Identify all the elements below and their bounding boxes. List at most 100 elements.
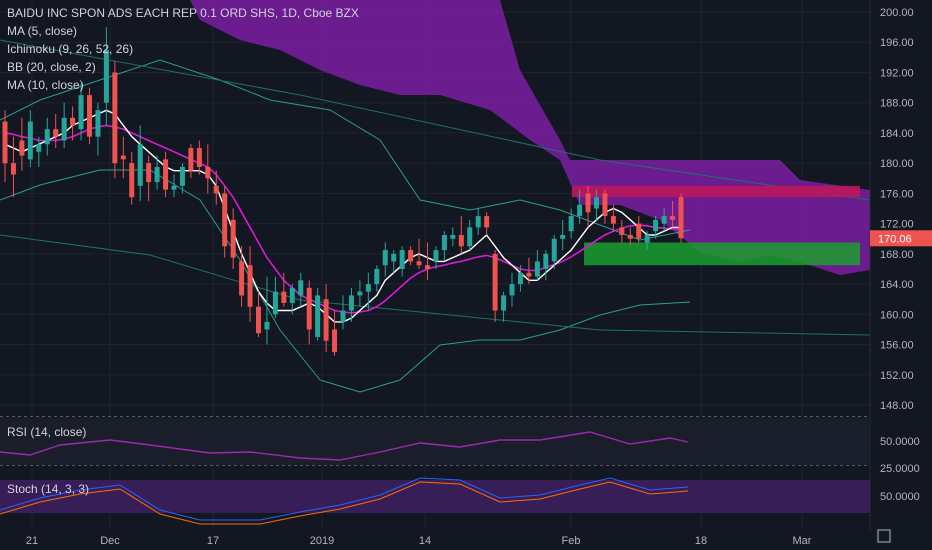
- candle-body: [568, 216, 574, 232]
- price-tick: 164.00: [880, 279, 914, 291]
- rsi-bg: [0, 417, 870, 465]
- candle-body: [163, 159, 169, 190]
- candle-body: [306, 287, 312, 330]
- candle-body: [78, 95, 84, 130]
- candle-body: [213, 185, 219, 194]
- candle-body: [2, 121, 8, 164]
- candle-body: [10, 163, 16, 175]
- rsi-tick: 25.0000: [880, 463, 920, 475]
- candle-body: [433, 250, 439, 262]
- candle-body: [44, 129, 50, 145]
- candle-body: [289, 287, 295, 303]
- rsi-tick: 50.0000: [880, 436, 920, 448]
- time-tick: 17: [207, 535, 219, 547]
- candle-body: [315, 295, 321, 337]
- support-zone: [584, 242, 860, 266]
- candle-body: [425, 265, 430, 269]
- candle-body: [653, 219, 659, 232]
- candle-body: [171, 185, 177, 190]
- price-tick: 156.00: [880, 340, 914, 352]
- candle-body: [517, 272, 523, 285]
- price-tick: 196.00: [880, 37, 914, 49]
- candle-body: [95, 110, 101, 137]
- candle-body: [103, 49, 109, 103]
- candle-body: [543, 253, 549, 269]
- candle-body: [408, 250, 414, 262]
- candle-body: [70, 117, 76, 126]
- rsi-label: RSI (14, close): [7, 425, 87, 439]
- indicator-ma5-label: MA (5, close): [7, 24, 78, 38]
- candle-body: [230, 219, 236, 258]
- candle-body: [501, 295, 507, 311]
- rsi-pane: 50.0000 25.0000: [0, 416, 920, 475]
- candle-body: [619, 227, 625, 235]
- candle-body: [636, 223, 642, 239]
- candle-body: [484, 216, 490, 228]
- candle-body: [205, 166, 211, 179]
- time-axis: 21 Dec 17 2019 14 Feb 18 Mar: [26, 529, 891, 547]
- resistance-zone: [572, 185, 860, 198]
- candle-body: [475, 216, 481, 228]
- candle-body: [399, 250, 405, 269]
- candle-body: [87, 95, 92, 137]
- candle-body: [36, 144, 42, 152]
- candle-body: [670, 216, 676, 220]
- cloud-area: [190, 0, 870, 275]
- rsi-line: [0, 431, 689, 461]
- time-tick: 18: [695, 535, 707, 547]
- candle-body: [27, 121, 33, 160]
- candle-body: [450, 234, 456, 239]
- candle-body: [256, 306, 261, 334]
- indicator-ma10-label: MA (10, close): [7, 78, 84, 92]
- candle-body: [594, 197, 599, 209]
- candle-body: [179, 166, 185, 186]
- candle-body: [678, 197, 684, 239]
- price-tick: 148.00: [880, 400, 914, 412]
- candle-body: [509, 284, 515, 296]
- candle-body: [264, 321, 270, 330]
- indicator-bb-label: BB (20, close, 2): [7, 60, 96, 74]
- stoch-k: [0, 477, 689, 521]
- ichimoku-cloud: [190, 0, 870, 275]
- candle-body: [272, 291, 278, 315]
- candle-body: [323, 299, 329, 341]
- time-tick: 14: [419, 535, 431, 547]
- price-tick: 172.00: [880, 219, 914, 231]
- candle-body: [298, 280, 304, 296]
- candle-body: [129, 163, 135, 198]
- candle-body: [357, 291, 363, 296]
- price-axis: 200.00 196.00 192.00 188.00 184.00 180.00 176.…: [869, 0, 932, 530]
- time-tick: 2019: [310, 535, 334, 547]
- candle-body: [61, 117, 67, 141]
- candle-body: [551, 238, 557, 262]
- price-zones: [572, 185, 860, 266]
- candle-body: [222, 193, 228, 247]
- candle-body: [644, 234, 650, 243]
- price-tick: 176.00: [880, 188, 914, 200]
- candle-body: [374, 268, 380, 285]
- candle-body: [585, 193, 591, 213]
- candle-body: [627, 234, 633, 239]
- price-tick: 160.00: [880, 309, 914, 321]
- bb-upper: [0, 59, 691, 241]
- chart-title: BAIDU INC SPON ADS EACH REP 0.1 ORD SHS,…: [7, 6, 359, 20]
- time-tick: 21: [26, 535, 38, 547]
- stoch-pane: 50.0000: [0, 477, 920, 525]
- candle-body: [112, 72, 118, 164]
- ichimoku-lagging: [0, 39, 871, 201]
- candle-body: [602, 193, 608, 217]
- last-price-badge: [870, 230, 932, 247]
- candle-body: [577, 204, 583, 217]
- candle-body: [196, 148, 202, 167]
- stoch-d: [0, 481, 689, 525]
- candle-body: [391, 253, 397, 262]
- price-tick: 192.00: [880, 67, 914, 79]
- last-price-text: 170.06: [878, 233, 912, 245]
- candle-body: [416, 261, 422, 266]
- indicator-ichimoku-label: Ichimoku (9, 26, 52, 26): [7, 42, 134, 56]
- candles: [2, 27, 684, 356]
- price-tick: 200.00: [880, 7, 914, 19]
- candle-body: [560, 234, 566, 239]
- stoch-tick: 50.0000: [880, 491, 920, 503]
